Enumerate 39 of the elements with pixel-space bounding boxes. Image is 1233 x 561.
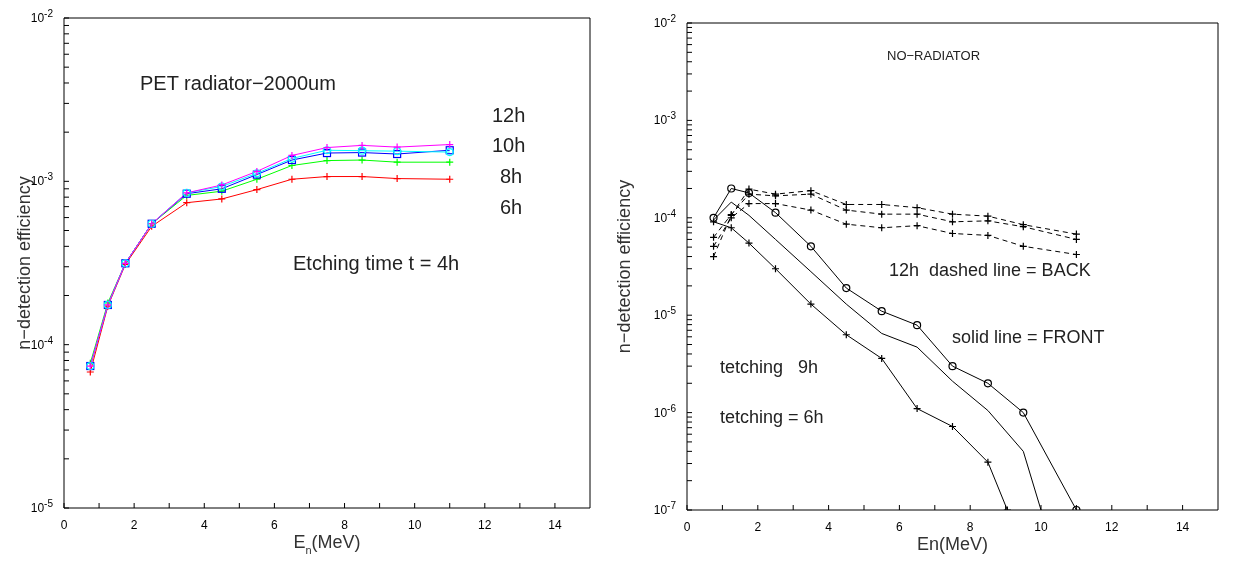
x-tick-label: 10: [1034, 520, 1048, 534]
y-tick-label: 10$^{-6}$: [653, 402, 677, 420]
x-tick-label: 8: [966, 520, 974, 534]
x-tick-label: 0: [683, 520, 691, 534]
x-tick-label: 0: [60, 518, 68, 532]
y-tick-label: 10$^{-4}$: [30, 334, 54, 352]
annotation: Etching time t = 4h: [293, 252, 460, 275]
y-tick-label: 10$^{-5}$: [653, 304, 677, 323]
y-tick-label: 10$^{-3}$: [653, 109, 677, 128]
y-axis-title: n−detection efficiency: [614, 179, 634, 354]
annotation: 8h: [500, 165, 523, 188]
x-axis-title: En(MeV): [916, 534, 989, 554]
annotation: solid line = FRONT: [952, 327, 1105, 348]
annotation: 10h: [492, 134, 526, 157]
x-tick-label: 6: [271, 518, 279, 532]
x-tick-label: 6: [896, 520, 904, 534]
y-tick-label: 10$^{-5}$: [30, 497, 54, 515]
y-tick-label: 10$^{-2}$: [30, 7, 54, 25]
y-tick-label: 10$^{-7}$: [653, 499, 677, 517]
x-tick-label: 4: [825, 520, 833, 534]
annotation: NO−RADIATOR: [887, 48, 981, 63]
annotation: PET radiator−2000um: [140, 72, 336, 95]
x-tick-label: 14: [1175, 520, 1190, 534]
y-tick-label: 10$^{-2}$: [653, 12, 677, 30]
annotation: tetching = 6h: [720, 407, 824, 428]
x-tick-label: 2: [754, 520, 762, 534]
x-tick-label: 14: [548, 518, 562, 532]
annotation: 6h: [500, 196, 523, 219]
x-tick-label: 4: [200, 518, 208, 532]
x-tick-label: 8: [341, 518, 349, 532]
x-tick-label: 10: [407, 518, 422, 532]
annotation: tetching 9h: [720, 357, 819, 378]
y-tick-label: 10$^{-4}$: [653, 207, 677, 225]
x-tick-label: 12: [1105, 520, 1119, 534]
x-tick-label: 12: [478, 518, 492, 532]
x-tick-label: 2: [130, 518, 138, 532]
x-axis-title: E$_{n}$(MeV): [293, 532, 361, 556]
annotation: 12h dashed line = BACK: [889, 260, 1091, 281]
annotation: 12h: [492, 104, 526, 127]
